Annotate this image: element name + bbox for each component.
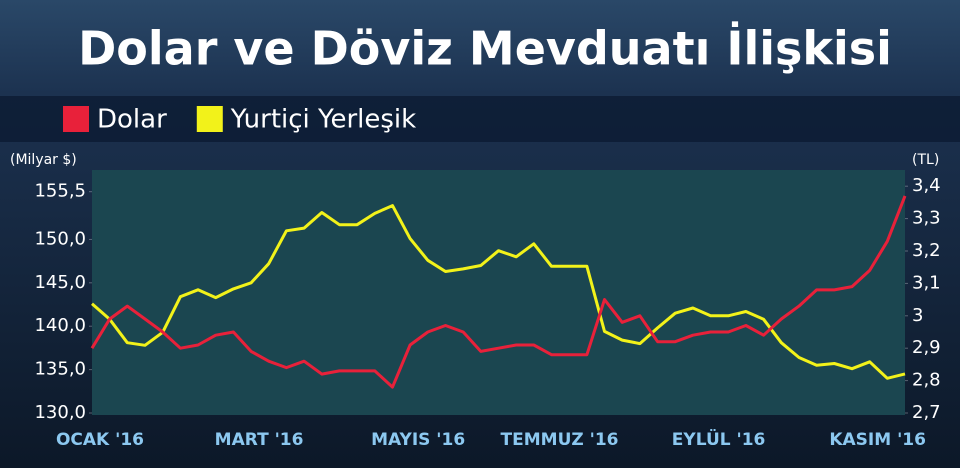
legend-swatch xyxy=(196,106,223,132)
y2-tick-label: 3,2 xyxy=(912,240,941,261)
x-tick-label: MART '16 xyxy=(215,430,304,450)
y2-tick-label: 3 xyxy=(912,305,923,326)
series-line xyxy=(90,195,907,389)
y2-tick-label: 2,7 xyxy=(912,402,941,423)
x-tick-label: EYLÜL '16 xyxy=(672,428,766,450)
y2-tick-label: 2,9 xyxy=(912,337,941,358)
y2-tick-label: 3,4 xyxy=(912,175,941,196)
series-line xyxy=(91,204,906,380)
x-tick-label: OCAK '16 xyxy=(56,430,144,450)
y-tick-label: 130,0 xyxy=(34,402,86,423)
y2-tick-label: 3,1 xyxy=(912,272,941,293)
y2-tick-label: 3,3 xyxy=(912,208,941,229)
legend-swatch xyxy=(63,106,89,132)
y2-tick-label: 2,8 xyxy=(912,370,941,391)
legend-label: Dolar xyxy=(97,105,167,135)
x-tick-label: KASIM '16 xyxy=(829,430,926,450)
plot-area xyxy=(92,170,905,415)
y-tick-label: 145,0 xyxy=(34,272,86,293)
y-tick-label: 140,0 xyxy=(34,315,86,336)
y-axis-label: (Milyar $) xyxy=(10,152,77,168)
x-tick-label: MAYIS '16 xyxy=(371,430,465,450)
legend-label: Yurtiçi Yerleşik xyxy=(230,105,416,135)
y2-axis-label: (TL) xyxy=(912,152,939,168)
legend-band xyxy=(0,96,960,142)
y-tick-label: 155,5 xyxy=(34,181,86,202)
y-tick-label: 135,0 xyxy=(34,359,86,380)
chart-title: Dolar ve Döviz Mevduatı İlişkisi xyxy=(78,22,892,76)
x-tick-label: TEMMUZ '16 xyxy=(501,430,619,450)
y-tick-label: 150,0 xyxy=(34,228,86,249)
